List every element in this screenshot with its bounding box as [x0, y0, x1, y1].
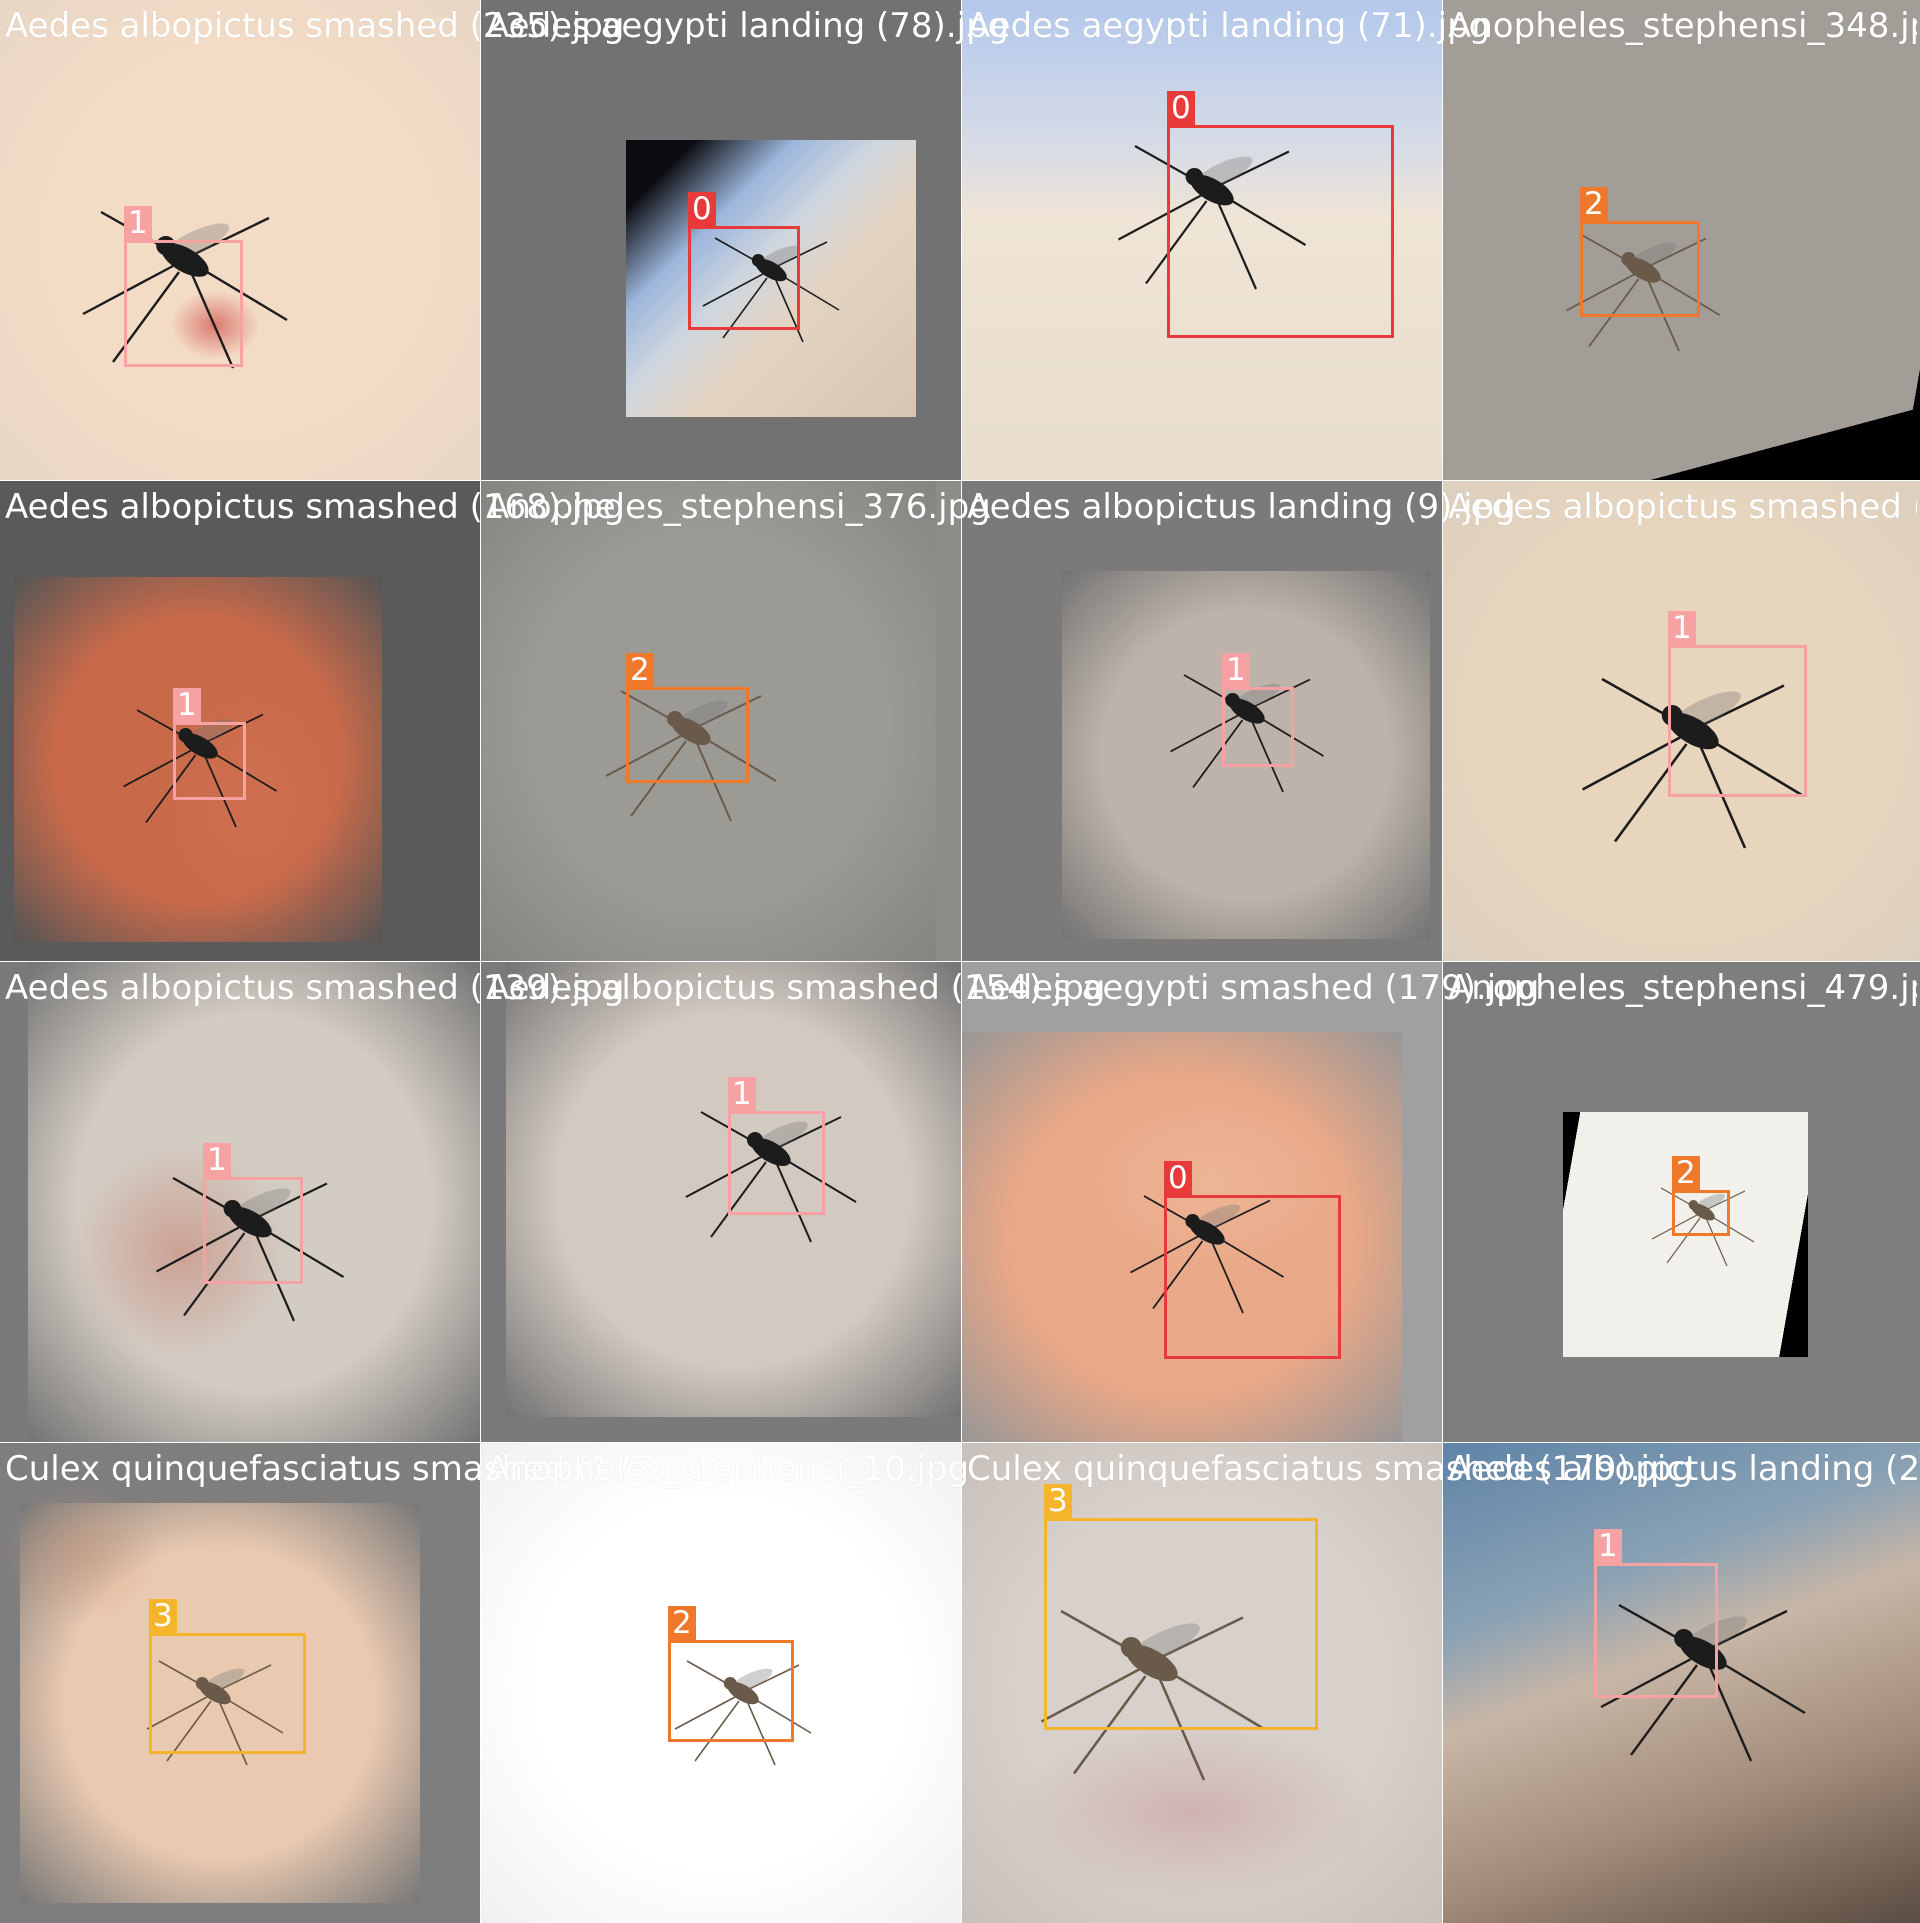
detection-label: 1	[1222, 653, 1250, 687]
tile-photo	[506, 962, 961, 1417]
tile-photo	[481, 1443, 961, 1923]
detection-label: 2	[1672, 1156, 1700, 1190]
tile-filename-caption: Anopheles_stephensi_376.jpg	[486, 487, 991, 527]
tile-photo	[28, 962, 480, 1442]
mosquito-icon	[155, 1177, 345, 1322]
tile-photo	[962, 1443, 1442, 1923]
detection-box	[626, 687, 749, 783]
detection-label: 1	[1668, 611, 1696, 645]
detection-label: 2	[1580, 187, 1608, 221]
mosquito-icon	[1130, 1195, 1284, 1314]
detection-box	[1672, 1190, 1730, 1236]
detection-box	[124, 240, 243, 367]
mosaic-tile: 3	[0, 1443, 480, 1923]
skin-texture	[1062, 1082, 1362, 1282]
detection-label: 3	[1044, 1484, 1072, 1518]
mosquito-icon	[674, 1660, 812, 1766]
detection-box	[1668, 645, 1807, 797]
detection-box	[1222, 687, 1294, 767]
detection-label: 1	[124, 206, 152, 240]
detection-box	[1594, 1563, 1718, 1698]
mosquito-icon	[123, 709, 277, 828]
tile-filename-caption: Aedes aegypti landing (78).jpg	[486, 6, 1010, 46]
detection-box	[1044, 1518, 1318, 1730]
mosaic-tile: 2	[481, 1443, 961, 1923]
mosquito-icon	[702, 237, 840, 343]
tile-photo	[14, 577, 382, 942]
mosaic-tile: 3	[962, 1443, 1442, 1923]
tile-filename-caption: Aedes albopictus landing (9).jpg	[967, 487, 1516, 527]
mosaic-tile: 2	[1443, 0, 1920, 480]
tile-filename-caption: Aedes albopictus smashed (154).jpg	[486, 968, 1106, 1008]
detection-label: 1	[203, 1143, 231, 1177]
mosaic-tile: 0	[962, 0, 1442, 480]
mosaic-tile: 2	[1443, 962, 1920, 1442]
mosquito-icon	[1040, 1609, 1264, 1781]
tile-filename-caption: Aedes albopictus smashed (	[1448, 487, 1917, 527]
mosaic-tile: 1	[1443, 1443, 1920, 1923]
detection-box	[1164, 1195, 1341, 1359]
detection-box	[203, 1177, 303, 1284]
detection-box	[728, 1111, 825, 1215]
detection-label: 2	[668, 1606, 696, 1640]
mosaic-tile: 1	[1443, 481, 1920, 961]
mosquito-icon	[1170, 674, 1324, 793]
detection-label: 0	[1164, 1161, 1192, 1195]
mosaic-tile: 1	[962, 481, 1442, 961]
detection-box	[1580, 221, 1700, 317]
tile-filename-caption: Aedes albopictus smashed (139).jpg	[5, 968, 625, 1008]
tile-filename-caption: Anopheles_stephensi_348.jpg	[1448, 6, 1917, 46]
detection-label: 3	[149, 1599, 177, 1633]
detection-label: 1	[728, 1077, 756, 1111]
detection-label: 0	[688, 192, 716, 226]
tile-filename-caption: Aedes albopictus smashed (168).jpg	[5, 487, 625, 527]
tile-photo	[1443, 1443, 1920, 1923]
rotation-fill	[1443, 0, 1920, 480]
mosaic-tile: 1	[0, 962, 480, 1442]
tile-filename-caption: Anopheles_stephensi_10.jpg	[486, 1449, 970, 1489]
tile-filename-caption: Culex quinquefasciatus smashed (177).jpg	[5, 1449, 732, 1489]
detection-box	[149, 1633, 306, 1754]
tile-filename-caption: Anopheles_stephensi_479.jpg	[1448, 968, 1917, 1008]
mosaic-tile: 1	[481, 962, 961, 1442]
detection-label: 0	[1167, 91, 1195, 125]
mosquito-icon	[1566, 233, 1720, 352]
skin-texture	[0, 1483, 160, 1623]
tile-filename-caption: Aedes albopictus smashed (235).jpg	[5, 6, 625, 46]
tile-filename-caption: Culex quinquefasciatus smashed (179).jpg	[967, 1449, 1694, 1489]
detection-box	[688, 226, 800, 330]
mosaic-tile: 1	[0, 0, 480, 480]
mosaic-tile: 1	[0, 481, 480, 961]
tile-filename-caption: Aedes aegypti smashed (179).jpg	[967, 968, 1540, 1008]
mosquito-icon	[605, 690, 777, 822]
detection-label: 1	[173, 688, 201, 722]
tile-filename-caption: Aedes aegypti landing (71).jpg	[967, 6, 1491, 46]
mosaic-tile: 0	[962, 962, 1442, 1442]
tile-photo	[962, 0, 1442, 480]
detection-label: 1	[1594, 1529, 1622, 1563]
tile-filename-caption: Aedes albopictus landing (2	[1448, 1449, 1917, 1489]
detection-box	[668, 1640, 794, 1742]
detection-box	[1167, 125, 1394, 338]
mosquito-icon	[685, 1111, 857, 1243]
mosaic-tile: 2	[481, 481, 961, 961]
detection-box	[173, 722, 246, 800]
mosquito-icon	[1581, 677, 1805, 849]
tile-photo	[1062, 571, 1430, 939]
detection-label: 2	[626, 653, 654, 687]
mosaic-tile: 0	[481, 0, 961, 480]
mosquito-icon	[1651, 1187, 1755, 1267]
